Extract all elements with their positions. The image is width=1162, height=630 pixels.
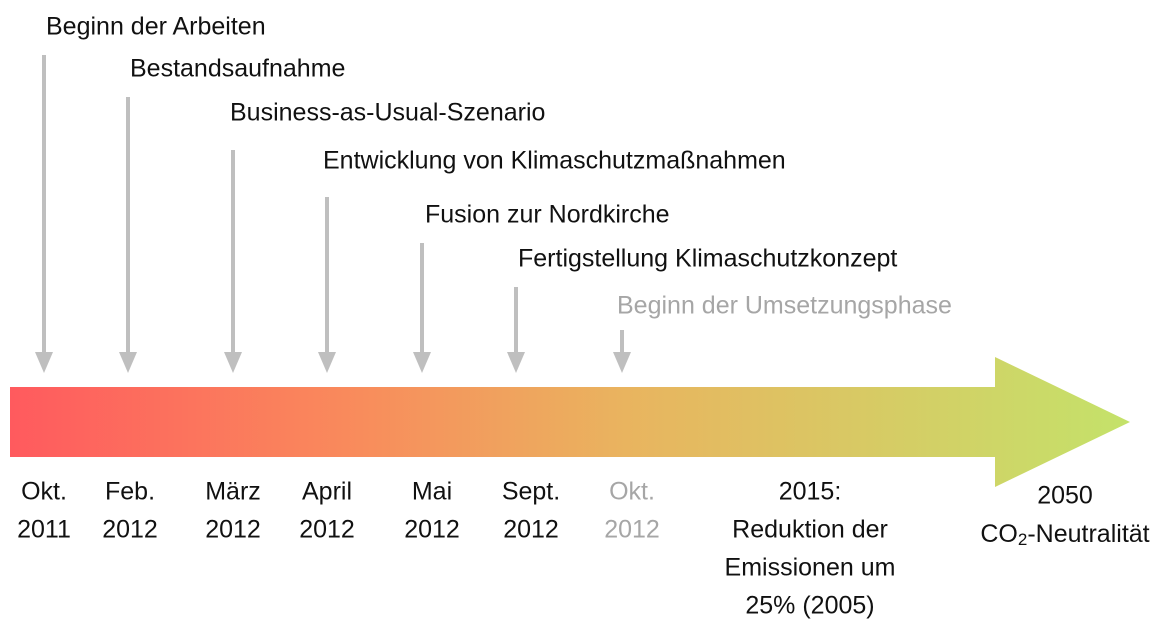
event-date: 2012 — [205, 516, 261, 544]
event-label: Bestandsaufnahme — [130, 55, 345, 83]
event-label: Beginn der Arbeiten — [46, 13, 266, 41]
goal-text: Emissionen um — [725, 554, 896, 582]
event-label: Entwicklung von Klimaschutzmaßnahmen — [323, 147, 786, 175]
event-date: März — [205, 478, 261, 506]
goal-text: 25% (2005) — [745, 592, 874, 620]
formula-sub: 2 — [1018, 530, 1027, 549]
event-date: Sept. — [502, 478, 560, 506]
event-date: 2012 — [503, 516, 559, 544]
event-date: Feb. — [105, 478, 155, 506]
event-date: Mai — [412, 478, 452, 506]
event-date: 2011 — [17, 516, 71, 544]
event-date: Okt. — [21, 478, 67, 506]
event-arrow-head — [413, 352, 431, 373]
time-arrow — [10, 357, 1130, 487]
event-date: April — [302, 478, 352, 506]
event-date: Okt. — [609, 478, 655, 506]
event-arrow-head — [507, 352, 525, 373]
event-arrow-head — [119, 352, 137, 373]
event-arrow-head — [318, 352, 336, 373]
event-label: Beginn der Umsetzungsphase — [617, 292, 952, 320]
event-arrow-head — [613, 352, 631, 373]
formula-rest: -Neutralität — [1027, 520, 1149, 548]
event-date: 2012 — [604, 516, 660, 544]
goal-text: 2050 — [1037, 482, 1093, 510]
event-label: Fertigstellung Klimaschutzkonzept — [518, 245, 897, 273]
event-date: 2012 — [299, 516, 355, 544]
goal-formula: CO2-Neutralität — [980, 520, 1149, 550]
goal-text: 2015: — [779, 478, 842, 506]
formula-base: CO — [980, 520, 1018, 548]
event-arrow-head — [35, 352, 53, 373]
event-label: Business-as-Usual-Szenario — [230, 99, 545, 127]
event-arrow-head — [224, 352, 242, 373]
event-label: Fusion zur Nordkirche — [425, 201, 670, 229]
event-date: 2012 — [404, 516, 460, 544]
event-date: 2012 — [102, 516, 158, 544]
goal-text: Reduktion der — [732, 516, 888, 544]
